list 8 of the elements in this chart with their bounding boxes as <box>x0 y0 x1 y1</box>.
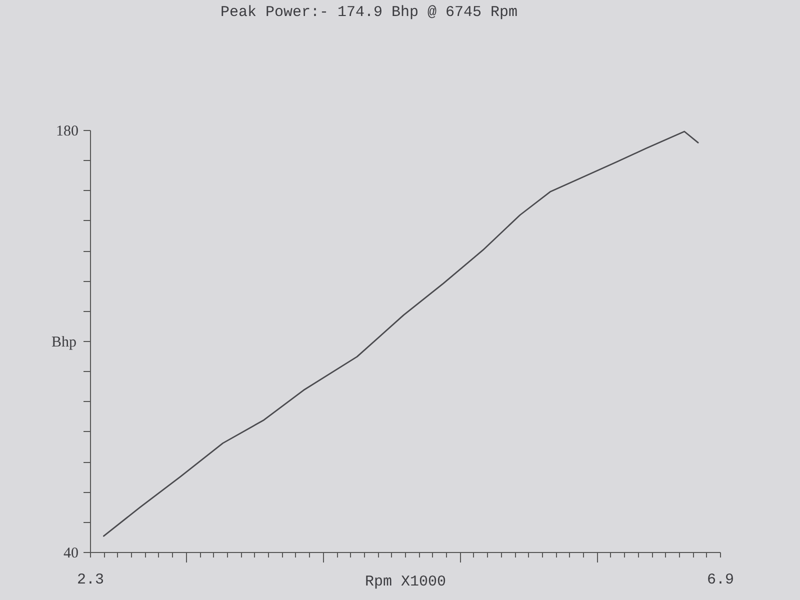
x-tick-label: 2.3 <box>76 572 104 588</box>
x-axis-title: Rpm X1000 <box>364 574 446 590</box>
line-series <box>102 130 699 537</box>
y-tick-label: 40 <box>64 546 78 562</box>
chart-title: Peak Power:- 174.9 Bhp @ 6745 Rpm <box>220 4 518 21</box>
x-tick-label: 6.9 <box>706 572 734 588</box>
y-axis-title: Bhp <box>51 334 76 350</box>
y-tick-label: 180 <box>56 124 78 140</box>
